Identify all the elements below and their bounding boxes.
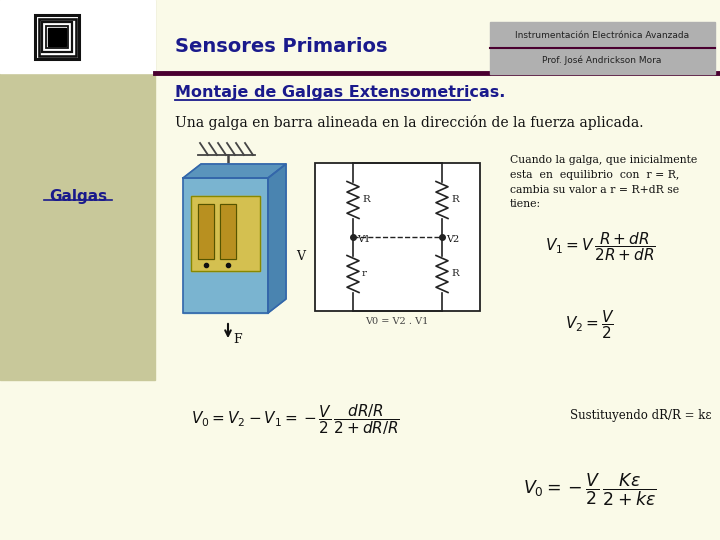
Text: $V_0 = V_2 - V_1 = -\dfrac{V}{2}\,\dfrac{dR/R}{2+dR/R}$: $V_0 = V_2 - V_1 = -\dfrac{V}{2}\,\dfrac… <box>191 403 400 437</box>
Bar <box>315 163 480 311</box>
Bar <box>46 26 68 48</box>
Polygon shape <box>268 164 286 313</box>
Bar <box>191 196 260 271</box>
Bar <box>48 28 66 46</box>
Text: Prof. José Andrickson Mora: Prof. José Andrickson Mora <box>542 55 662 65</box>
Bar <box>490 22 715 74</box>
Text: Sustituyendo dR/R = kε: Sustituyendo dR/R = kε <box>570 408 711 422</box>
Polygon shape <box>183 164 286 178</box>
Text: Cuando la galga, que inicialmente
esta  en  equilibrio  con  r = R,
cambia su va: Cuando la galga, que inicialmente esta e… <box>510 155 697 210</box>
Text: R: R <box>451 195 459 205</box>
Text: Sensores Primarios: Sensores Primarios <box>175 37 387 56</box>
Bar <box>0 0 155 73</box>
Text: $V_0 = -\dfrac{V}{2}\,\dfrac{K\varepsilon}{2+k\varepsilon}$: $V_0 = -\dfrac{V}{2}\,\dfrac{K\varepsilo… <box>523 472 657 508</box>
Text: V0 = V2 . V1: V0 = V2 . V1 <box>365 317 428 326</box>
Text: V2: V2 <box>446 235 459 244</box>
Text: Una galga en barra alineada en la dirección de la fuerza aplicada.: Una galga en barra alineada en la direcc… <box>175 114 644 130</box>
Bar <box>191 196 260 271</box>
Text: V: V <box>296 250 305 263</box>
Text: r: r <box>362 269 367 279</box>
Text: Galgas: Galgas <box>49 188 107 204</box>
Bar <box>198 204 214 259</box>
Text: F: F <box>233 333 242 346</box>
Text: Montaje de Galgas Extensometricas.: Montaje de Galgas Extensometricas. <box>175 85 505 100</box>
Bar <box>0 0 155 380</box>
Bar <box>220 204 236 259</box>
Bar <box>50 30 64 44</box>
Text: R: R <box>451 269 459 279</box>
Text: $V_1 = V\,\dfrac{R+dR}{2R+dR}$: $V_1 = V\,\dfrac{R+dR}{2R+dR}$ <box>545 231 655 264</box>
Bar <box>39 19 76 56</box>
Text: V1: V1 <box>357 235 370 244</box>
Bar <box>42 22 72 52</box>
Bar <box>183 178 268 313</box>
Text: R: R <box>362 195 370 205</box>
Text: $V_2 = \dfrac{V}{2}$: $V_2 = \dfrac{V}{2}$ <box>565 309 615 341</box>
Bar <box>220 204 236 259</box>
Text: Instrumentación Electrónica Avanzada: Instrumentación Electrónica Avanzada <box>515 31 689 40</box>
Bar <box>183 178 268 313</box>
Bar <box>198 204 214 259</box>
Bar <box>35 15 79 59</box>
